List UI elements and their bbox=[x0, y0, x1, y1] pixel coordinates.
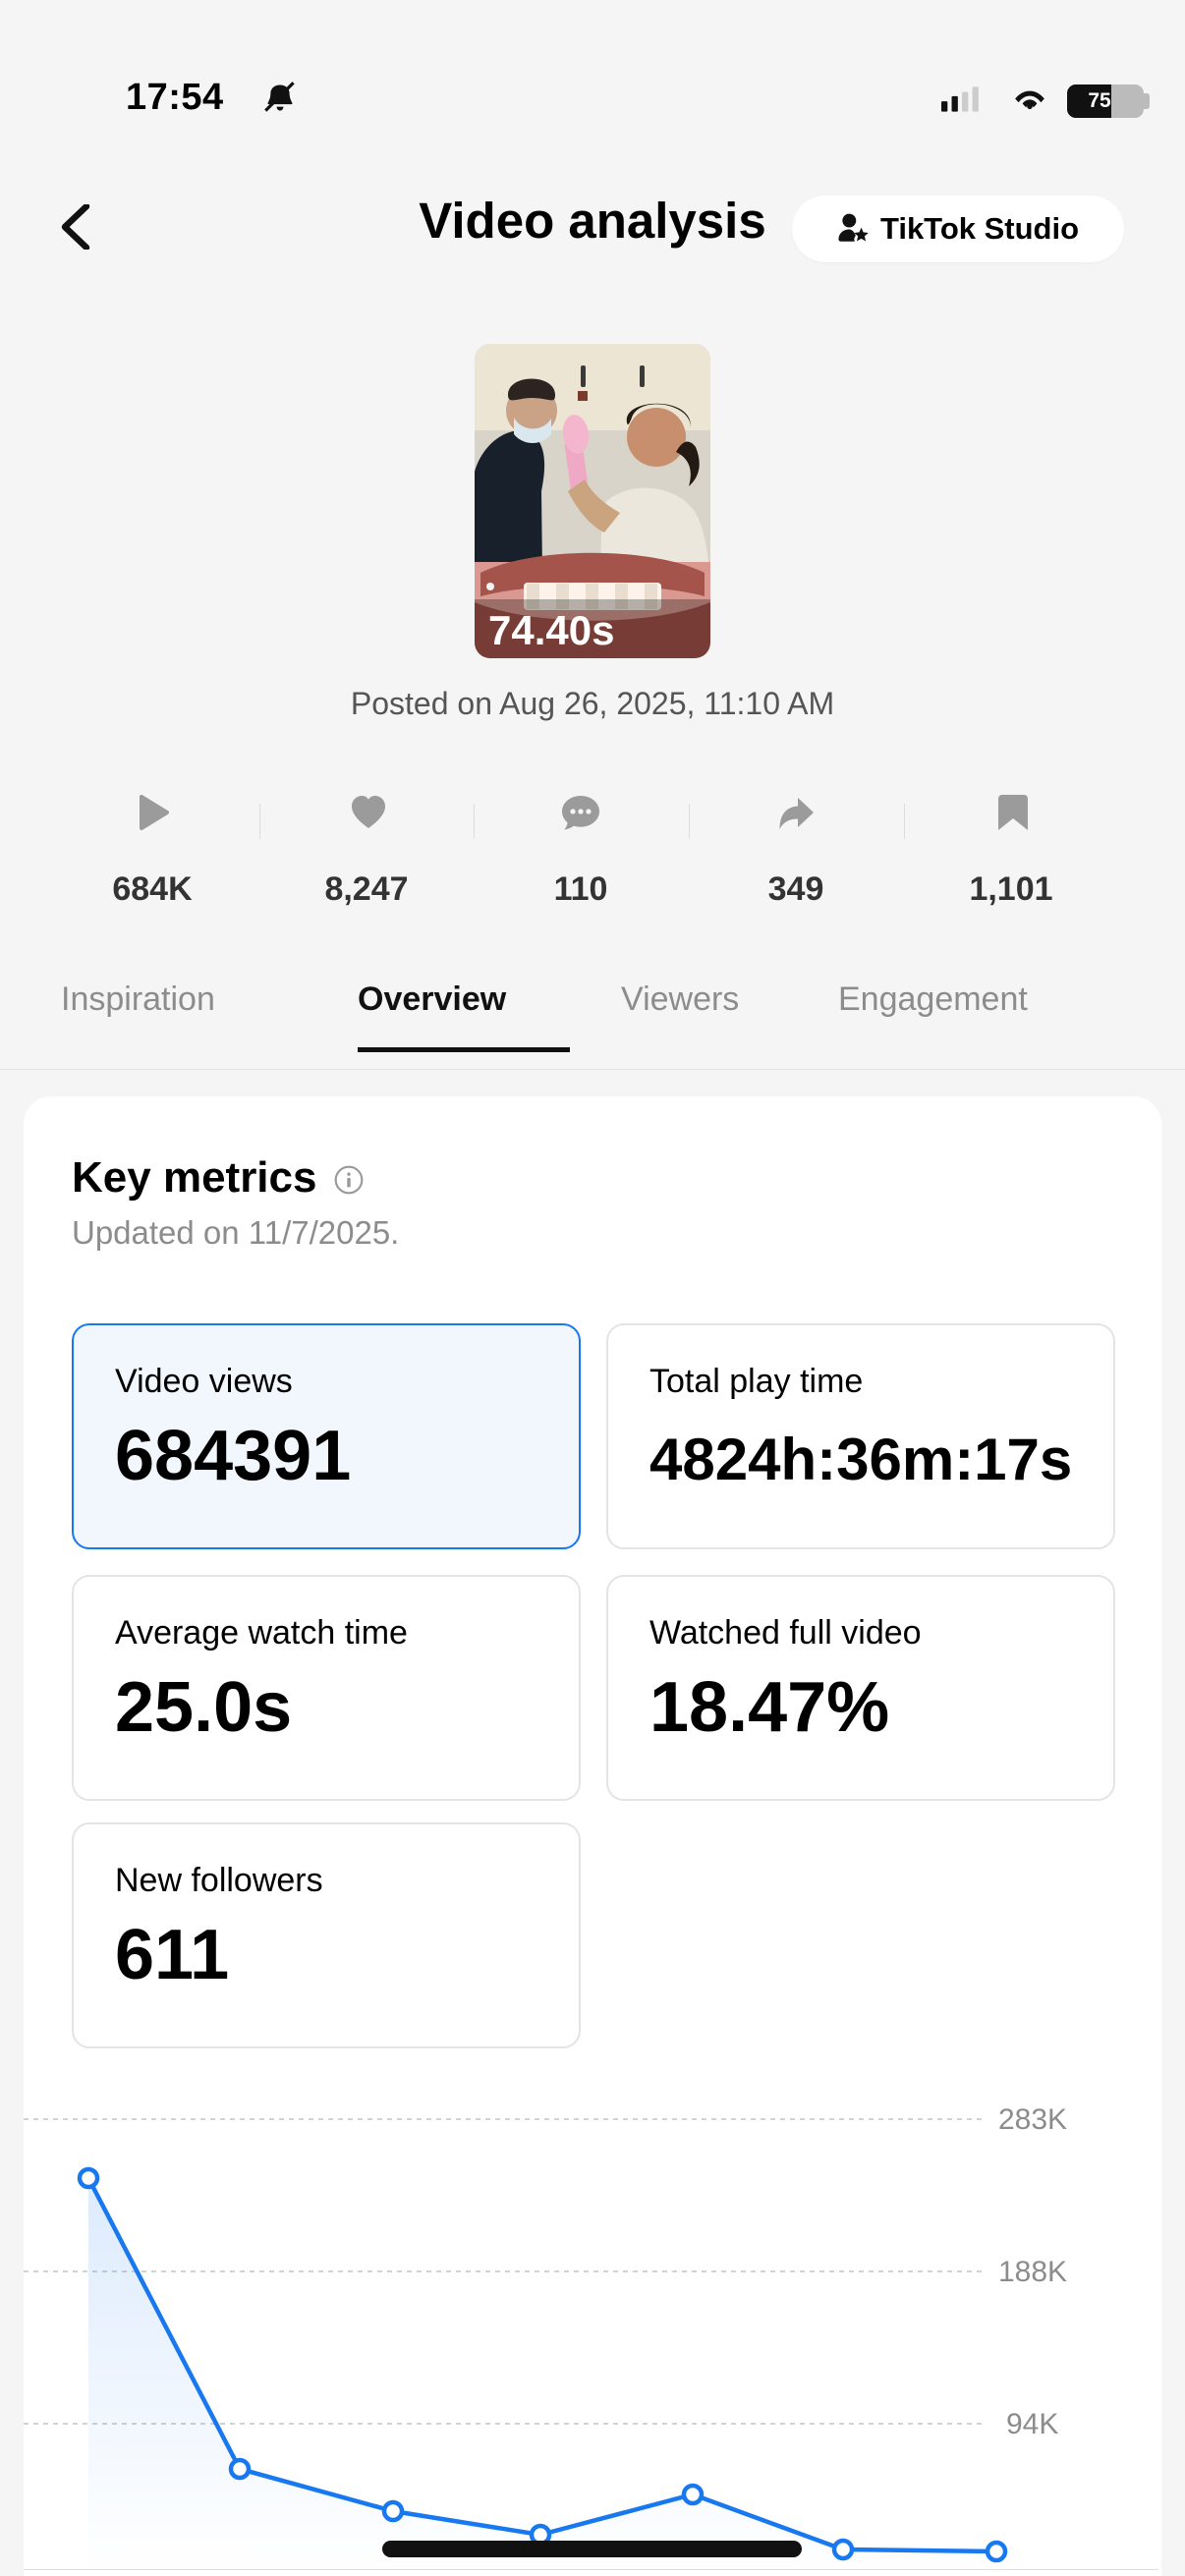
svg-text:94K: 94K bbox=[1006, 2408, 1058, 2440]
svg-text:188K: 188K bbox=[998, 2256, 1067, 2288]
svg-text:74.40s: 74.40s bbox=[488, 607, 614, 653]
svg-text:283K: 283K bbox=[998, 2103, 1067, 2136]
